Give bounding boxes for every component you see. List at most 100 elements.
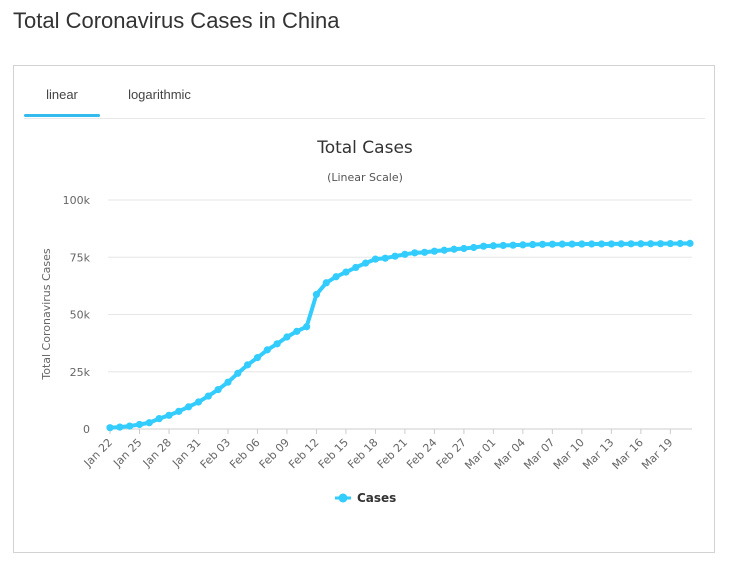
data-point[interactable]	[342, 268, 350, 276]
y-axis-label: Total Coronavirus Cases	[40, 248, 53, 381]
data-point[interactable]	[253, 354, 262, 362]
data-point[interactable]	[627, 240, 635, 248]
data-point[interactable]	[303, 323, 311, 331]
chart-title: Total Cases	[316, 138, 413, 158]
data-point[interactable]	[676, 239, 684, 248]
data-point[interactable]	[361, 259, 370, 267]
y-tick-label: 0	[83, 423, 90, 436]
data-point[interactable]	[519, 241, 527, 249]
page-title: Total Coronavirus Cases in China	[13, 8, 340, 33]
data-point[interactable]	[175, 407, 183, 415]
data-point[interactable]	[509, 241, 517, 249]
data-point[interactable]	[224, 378, 232, 386]
active-tab-indicator	[24, 114, 100, 117]
data-point[interactable]	[578, 240, 586, 248]
scale-tabs: linear logarithmic	[24, 80, 705, 119]
data-point[interactable]	[568, 240, 576, 248]
data-point[interactable]	[538, 240, 547, 248]
data-point[interactable]	[165, 411, 173, 419]
data-point[interactable]	[391, 252, 399, 260]
data-point[interactable]	[126, 422, 134, 430]
data-point[interactable]	[106, 424, 114, 432]
data-point[interactable]	[420, 248, 429, 256]
data-point[interactable]	[460, 244, 468, 253]
legend[interactable]: Cases	[335, 491, 396, 505]
data-point[interactable]	[293, 327, 301, 335]
data-point[interactable]	[558, 240, 566, 248]
x-tick-label: Feb 12	[286, 436, 321, 471]
data-point[interactable]	[489, 242, 497, 250]
y-tick-label: 100k	[63, 194, 91, 207]
data-point[interactable]	[116, 423, 124, 431]
data-point[interactable]	[617, 240, 625, 248]
x-tick-label: Jan 25	[110, 436, 144, 470]
data-point[interactable]	[666, 239, 674, 248]
data-point[interactable]	[185, 403, 193, 411]
tab-linear[interactable]: linear	[46, 87, 78, 102]
x-tick-label: Feb 18	[345, 436, 380, 471]
data-point[interactable]	[273, 340, 281, 348]
data-point[interactable]	[194, 398, 203, 406]
data-point[interactable]	[352, 263, 360, 272]
data-point[interactable]	[430, 247, 439, 255]
grid-lines	[108, 199, 692, 430]
x-tick-label: Feb 21	[375, 436, 410, 471]
data-point[interactable]	[263, 346, 271, 354]
data-point[interactable]	[440, 246, 448, 254]
x-tick-label: Feb 24	[404, 436, 439, 471]
data-point[interactable]	[155, 415, 163, 423]
data-point[interactable]	[204, 392, 212, 400]
x-tick-label: Feb 15	[316, 436, 351, 471]
x-tick-label: Mar 04	[492, 436, 528, 472]
data-point[interactable]	[214, 386, 222, 394]
x-tick-label: Jan 31	[169, 436, 203, 470]
x-tick-label: Mar 19	[639, 436, 675, 472]
data-point[interactable]	[381, 254, 389, 262]
data-point[interactable]	[656, 240, 665, 248]
x-tick-label: Feb 03	[198, 436, 233, 471]
data-point[interactable]	[686, 239, 694, 247]
x-tick-label: Mar 07	[521, 436, 557, 472]
data-point[interactable]	[479, 242, 488, 250]
series-points	[106, 239, 694, 432]
data-point[interactable]	[244, 361, 252, 369]
x-tick-label: Feb 09	[257, 436, 292, 471]
data-point[interactable]	[283, 333, 291, 341]
data-point[interactable]	[312, 290, 321, 299]
x-tick-label: Feb 27	[434, 436, 469, 471]
data-point[interactable]	[371, 255, 380, 263]
data-point[interactable]	[411, 249, 419, 257]
data-point[interactable]	[322, 279, 330, 287]
data-point[interactable]	[637, 240, 645, 248]
data-point[interactable]	[499, 241, 507, 250]
legend-marker	[338, 493, 348, 503]
legend-label-cases: Cases	[357, 491, 396, 505]
data-point[interactable]	[234, 369, 242, 377]
chart-panel: linear logarithmic	[13, 65, 715, 553]
x-tick-label: Mar 10	[551, 436, 587, 472]
data-point[interactable]	[135, 420, 144, 429]
x-tick-label: Mar 13	[580, 436, 616, 472]
x-tick-label: Jan 22	[81, 436, 115, 470]
data-point[interactable]	[548, 240, 556, 248]
y-tick-label: 25k	[70, 366, 91, 379]
data-point[interactable]	[529, 240, 537, 249]
data-point[interactable]	[597, 240, 606, 248]
chart-subtitle: (Linear Scale)	[327, 171, 403, 184]
x-tick-label: Feb 06	[227, 436, 262, 471]
y-tick-label: 50k	[70, 309, 91, 322]
x-tick-label: Jan 28	[140, 436, 174, 470]
data-point[interactable]	[588, 240, 596, 248]
tab-logarithmic[interactable]: logarithmic	[128, 87, 191, 102]
x-tick-label: Mar 16	[610, 436, 646, 472]
data-point[interactable]	[450, 245, 458, 253]
data-point[interactable]	[145, 419, 153, 427]
data-point[interactable]	[332, 273, 340, 281]
y-tick-label: 75k	[70, 251, 91, 264]
data-point[interactable]	[401, 250, 409, 258]
data-point[interactable]	[647, 240, 655, 248]
data-point[interactable]	[607, 240, 615, 248]
data-point[interactable]	[470, 243, 478, 252]
